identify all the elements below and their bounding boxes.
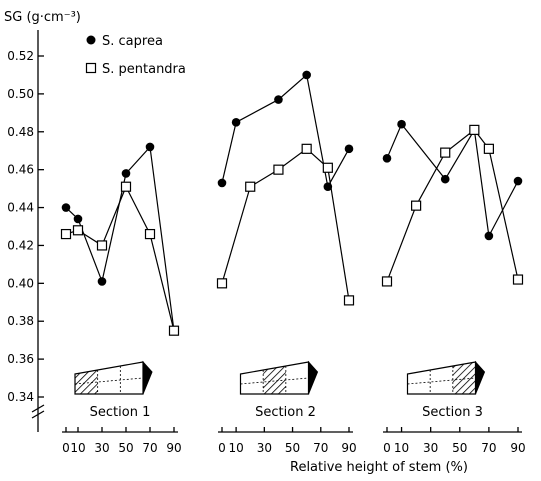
x-tick-label: 30 xyxy=(257,441,272,455)
data-point-s-pentandra xyxy=(322,162,333,173)
stem-diagram xyxy=(406,360,486,395)
y-tick-label: 0.40 xyxy=(7,276,34,290)
series-line-s-caprea xyxy=(65,145,175,331)
stem-diagram xyxy=(239,360,319,395)
y-axis-break-mark xyxy=(31,404,45,413)
data-point-s-caprea xyxy=(513,176,523,186)
data-point-s-caprea xyxy=(382,154,392,163)
y-axis-label: SG (g·cm⁻³) xyxy=(4,10,81,25)
data-point-s-pentandra xyxy=(483,143,494,154)
stem-tip xyxy=(475,360,486,395)
stem-highlighted-section xyxy=(452,362,476,394)
x-tick-label: 10 xyxy=(70,441,85,455)
x-axis-label: Relative height of stem (%) xyxy=(290,460,468,475)
x-tick-label: 70 xyxy=(313,441,328,455)
series-line-s-pentandra xyxy=(221,148,350,301)
y-tick-label: 0.50 xyxy=(7,87,34,101)
legend-marker-s-caprea xyxy=(86,35,96,45)
data-point-s-pentandra xyxy=(144,228,156,240)
data-point-s-pentandra xyxy=(168,325,180,336)
x-tick-label: 30 xyxy=(423,441,438,455)
data-point-s-caprea xyxy=(145,142,155,152)
y-tick-label: 0.36 xyxy=(7,352,34,366)
x-tick-label: 90 xyxy=(510,441,525,455)
data-point-s-pentandra xyxy=(440,147,451,158)
section-label: Section 1 xyxy=(90,405,151,420)
data-point-s-caprea xyxy=(302,70,311,80)
data-point-s-pentandra xyxy=(411,200,422,211)
stem-highlighted-section xyxy=(263,366,286,394)
y-tick-label: 0.52 xyxy=(7,49,34,63)
data-point-s-pentandra xyxy=(245,181,256,192)
data-point-s-caprea xyxy=(217,178,227,188)
data-point-s-caprea xyxy=(344,144,354,154)
y-tick-label: 0.48 xyxy=(7,125,34,139)
data-point-s-caprea xyxy=(61,203,71,212)
data-point-s-caprea xyxy=(397,119,406,129)
data-point-s-pentandra xyxy=(120,181,132,192)
legend-label-s-pentandra: S. pentandra xyxy=(102,62,186,77)
y-tick-label: 0.42 xyxy=(7,238,34,252)
data-point-s-pentandra xyxy=(512,274,524,285)
section-label: Section 3 xyxy=(422,405,483,420)
stem-pith-line xyxy=(74,377,144,385)
data-point-s-pentandra xyxy=(216,278,228,289)
y-axis-break-mark xyxy=(31,410,45,419)
data-point-s-pentandra xyxy=(381,276,393,287)
x-tick-label: 50 xyxy=(285,441,300,455)
section-label: Section 2 xyxy=(255,405,316,420)
y-tick-label: 0.44 xyxy=(7,201,34,215)
stem-tip xyxy=(142,360,153,395)
data-point-s-caprea xyxy=(231,118,241,127)
x-tick-label: 90 xyxy=(166,441,181,455)
legend-label-s-caprea: S. caprea xyxy=(102,34,163,49)
stem-tip xyxy=(308,360,319,395)
x-tick-label: 0 xyxy=(383,441,391,455)
x-tick-label: 10 xyxy=(394,441,409,455)
data-point-s-pentandra xyxy=(343,295,355,306)
data-point-s-pentandra xyxy=(72,225,84,236)
x-tick-label: 0 xyxy=(218,441,226,455)
data-point-s-caprea xyxy=(73,214,83,224)
series-line-s-pentandra xyxy=(386,129,519,282)
x-tick-label: 30 xyxy=(94,441,109,455)
panel-section-3: 0 10 30 50 70 90 Section 3 xyxy=(381,119,526,455)
stem-diagram xyxy=(74,360,153,395)
panel-section-1: 0 10 30 50 70 90 Section 1 xyxy=(60,142,182,455)
x-tick-label: 50 xyxy=(118,441,133,455)
y-tick-label: 0.38 xyxy=(7,314,34,328)
data-point-s-caprea xyxy=(97,277,107,286)
stem-pith-line xyxy=(407,377,476,385)
data-point-s-pentandra xyxy=(301,143,312,154)
data-point-s-caprea xyxy=(121,169,131,178)
data-point-s-caprea xyxy=(440,174,450,184)
y-tick-label: 0.46 xyxy=(7,163,34,177)
x-tick-label: 90 xyxy=(341,441,356,455)
data-point-s-pentandra xyxy=(96,240,108,251)
data-point-s-pentandra xyxy=(273,164,284,175)
y-tick-label: 0.34 xyxy=(7,390,34,404)
stem-pith-line xyxy=(240,377,309,385)
data-point-s-pentandra xyxy=(60,228,72,240)
data-point-s-pentandra xyxy=(469,124,480,135)
x-tick-label: 70 xyxy=(481,441,496,455)
x-tick-label: 70 xyxy=(142,441,157,455)
panel-section-2: 0 10 30 50 70 90 Section 2 xyxy=(216,70,357,455)
x-tick-label: 10 xyxy=(228,441,243,455)
legend-marker-s-pentandra xyxy=(85,62,97,74)
x-tick-label: 50 xyxy=(452,441,467,455)
data-point-s-caprea xyxy=(323,182,333,192)
series-line-s-caprea xyxy=(221,73,350,189)
x-tick-label: 0 xyxy=(62,441,70,455)
series-line-s-caprea xyxy=(386,123,519,238)
stem-highlighted-section xyxy=(75,370,98,394)
data-point-s-caprea xyxy=(274,95,283,104)
data-point-s-caprea xyxy=(484,231,494,241)
